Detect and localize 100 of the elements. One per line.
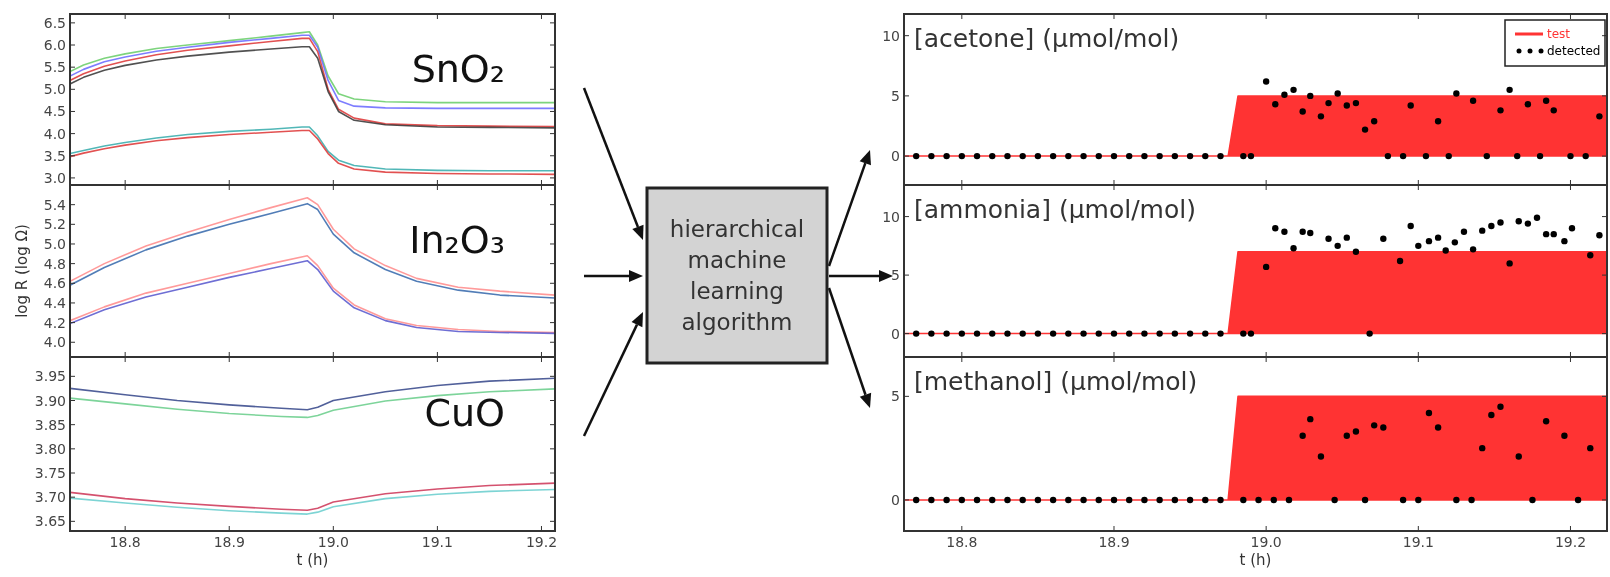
point — [1281, 228, 1288, 235]
y-tick-label: 5.4 — [43, 196, 67, 213]
point — [1049, 152, 1057, 160]
y-tick-label: 5.0 — [43, 81, 66, 98]
y-tick-label: 4.4 — [43, 294, 67, 311]
point — [912, 152, 920, 160]
point — [1299, 432, 1306, 439]
point — [1533, 214, 1541, 221]
x-tick-label: 18.9 — [1098, 534, 1130, 550]
y-tick-label: 5.5 — [43, 59, 66, 76]
point — [1307, 229, 1314, 237]
point — [1506, 260, 1513, 267]
point — [1343, 102, 1350, 109]
point — [1202, 330, 1209, 337]
point — [1299, 228, 1306, 235]
point — [1019, 496, 1026, 504]
point — [1255, 496, 1262, 504]
point — [1415, 242, 1422, 250]
x-axis-title: t (h) — [1239, 551, 1272, 569]
point — [1065, 330, 1072, 337]
point — [1325, 235, 1332, 243]
point — [1425, 409, 1433, 417]
point — [1065, 496, 1072, 504]
point — [1186, 496, 1194, 504]
y-tick-label: 5 — [891, 267, 900, 284]
point — [1370, 422, 1378, 429]
point — [1126, 496, 1133, 504]
point — [1095, 152, 1102, 160]
point — [1361, 126, 1369, 133]
point — [1582, 152, 1589, 160]
y-axis-title: log R (log Ω) — [13, 224, 31, 318]
point — [1453, 496, 1460, 504]
point — [1550, 107, 1557, 114]
y-tick-label: 0 — [891, 148, 900, 165]
point — [1065, 152, 1072, 160]
y-tick-label: 4.6 — [43, 275, 67, 292]
point — [1004, 152, 1011, 160]
point — [1561, 237, 1568, 245]
x-tick-label: 19.1 — [421, 534, 453, 550]
point — [1407, 102, 1414, 109]
point — [943, 330, 950, 337]
y-tick-label: 4.0 — [43, 125, 66, 142]
point — [1299, 108, 1306, 115]
y-tick-label: 3.80 — [34, 440, 66, 457]
point — [1334, 242, 1341, 250]
y-tick-label: 3.90 — [34, 392, 66, 409]
point — [1317, 453, 1325, 460]
point — [928, 330, 935, 337]
point — [1049, 330, 1057, 337]
line-series — [70, 482, 555, 512]
point — [1126, 330, 1133, 337]
point — [1380, 424, 1387, 431]
point — [1445, 152, 1452, 160]
point — [1483, 152, 1490, 160]
point — [973, 152, 981, 160]
point — [1019, 152, 1026, 160]
point — [1110, 330, 1118, 337]
point — [1095, 496, 1102, 504]
point — [1536, 152, 1544, 160]
x-tick-label: 19.2 — [1554, 534, 1587, 550]
point — [1529, 496, 1536, 504]
y-tick-label: 5.0 — [43, 235, 66, 252]
point — [1542, 97, 1550, 104]
text: In₂O₃ — [409, 218, 505, 263]
y-tick-label: 3.65 — [34, 513, 66, 530]
point — [1399, 496, 1407, 504]
point — [943, 152, 950, 160]
point — [1488, 411, 1495, 419]
x-tick-label: 19.2 — [525, 534, 558, 550]
point — [1325, 99, 1332, 107]
point — [1126, 152, 1133, 160]
point — [1186, 152, 1194, 160]
point — [1460, 228, 1468, 235]
point — [1399, 152, 1407, 160]
x-tick-label: 19.0 — [1250, 534, 1282, 550]
point — [1451, 239, 1459, 246]
y-tick-label: 5.2 — [43, 216, 66, 233]
y-tick-label: 0 — [891, 491, 900, 508]
point — [1370, 117, 1378, 125]
point — [1080, 330, 1087, 337]
point — [1352, 99, 1360, 107]
point — [1049, 496, 1057, 504]
point — [1247, 152, 1255, 160]
point — [1434, 234, 1442, 241]
y-tick-label: 3.5 — [43, 147, 66, 164]
y-tick-label: 3.0 — [43, 169, 66, 186]
point — [1171, 496, 1179, 504]
point — [1240, 330, 1247, 337]
point — [1366, 330, 1373, 337]
point — [1202, 152, 1209, 160]
y-tick-label: 6.5 — [43, 14, 66, 31]
text: hierarchical machine learning algorithm — [669, 216, 805, 335]
point — [1141, 330, 1148, 337]
point — [1396, 257, 1404, 265]
y-tick-label: 3.75 — [34, 465, 66, 481]
point — [1240, 152, 1247, 160]
legend: test detected — [1504, 19, 1606, 67]
point — [1343, 432, 1350, 439]
point — [1080, 152, 1087, 160]
chart-title: [methanol] (µmol/mol) — [914, 366, 1198, 396]
